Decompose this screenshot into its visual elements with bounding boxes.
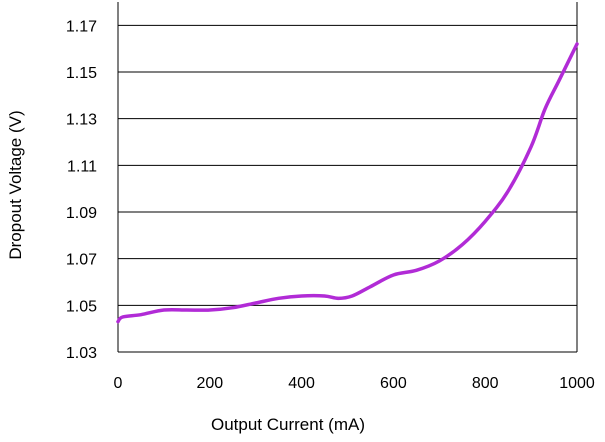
series-layer <box>116 42 579 324</box>
y-tick-label: 1.17 <box>66 18 97 35</box>
x-tick-label: 800 <box>472 375 499 392</box>
y-tick-label: 1.03 <box>66 345 97 362</box>
x-tick-label: 200 <box>196 375 223 392</box>
x-tick-label: 1000 <box>559 375 595 392</box>
y-tick-label: 1.09 <box>66 205 97 222</box>
x-tick-label: 0 <box>114 375 123 392</box>
y-tick-label: 1.15 <box>66 65 97 82</box>
x-axis-title: Output Current (mA) <box>211 415 365 434</box>
y-tick-label: 1.07 <box>66 252 97 269</box>
x-tick-labels: 0 200 400 600 800 1000 <box>114 375 595 392</box>
y-axis-title: Dropout Voltage (V) <box>6 110 25 259</box>
y-tick-labels: 1.03 1.05 1.07 1.09 1.11 1.13 1.15 1.17 <box>66 18 97 362</box>
grid-lines <box>117 2 578 353</box>
y-tick-label: 1.05 <box>66 298 97 315</box>
y-tick-label: 1.13 <box>66 112 97 129</box>
y-tick-label: 1.11 <box>67 158 97 175</box>
x-tick-label: 600 <box>380 375 407 392</box>
series-line-0 <box>116 42 579 324</box>
x-tick-label: 400 <box>288 375 315 392</box>
